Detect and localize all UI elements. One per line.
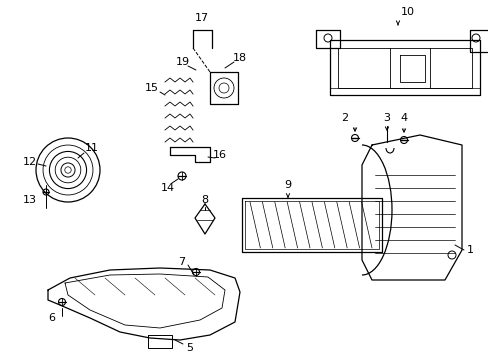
Text: 2: 2 — [341, 113, 348, 123]
Text: 17: 17 — [195, 13, 209, 23]
Text: 6: 6 — [48, 313, 55, 323]
Text: 7: 7 — [178, 257, 185, 267]
Text: 5: 5 — [186, 343, 193, 353]
Text: 8: 8 — [201, 195, 208, 205]
Text: 13: 13 — [23, 195, 37, 205]
Text: 9: 9 — [284, 180, 291, 190]
Text: 4: 4 — [400, 113, 407, 123]
Text: 11: 11 — [85, 143, 99, 153]
Text: 16: 16 — [213, 150, 226, 160]
Text: 19: 19 — [176, 57, 190, 67]
Text: 1: 1 — [466, 245, 472, 255]
Text: 14: 14 — [161, 183, 175, 193]
Text: 15: 15 — [145, 83, 159, 93]
Text: 10: 10 — [400, 7, 414, 17]
Text: 18: 18 — [232, 53, 246, 63]
Text: 3: 3 — [383, 113, 390, 123]
Text: 12: 12 — [23, 157, 37, 167]
